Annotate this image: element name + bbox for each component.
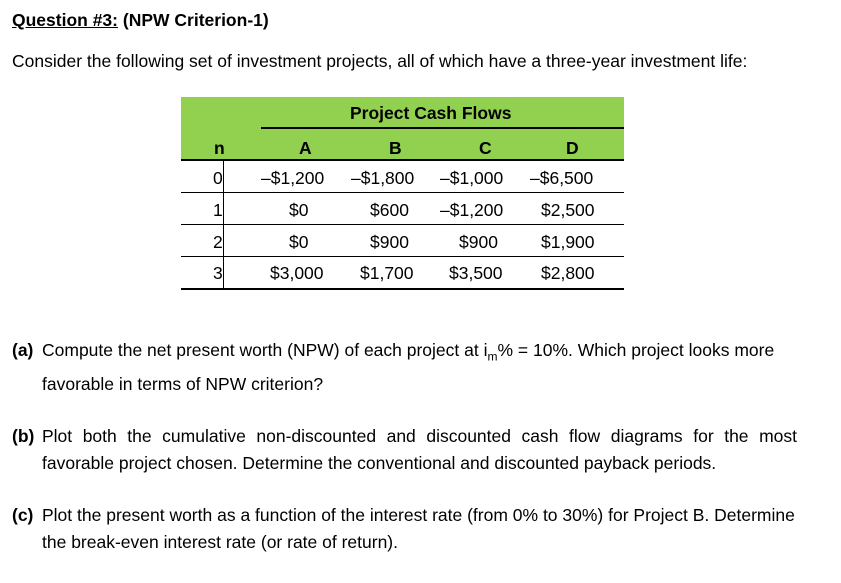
row0-a: –$1,200	[261, 168, 325, 188]
n-header: n	[214, 138, 225, 158]
question-number: Question #3:	[12, 10, 118, 30]
part-c-text: Plot the present worth as a function of …	[42, 504, 795, 552]
part-a-text-after: % = 10%. Which project looks more favora…	[42, 340, 775, 394]
row1-d: $2,500	[541, 200, 595, 220]
part-a-subscript: m	[487, 349, 498, 364]
question-parts: (a) Compute the net present worth (NPW) …	[12, 337, 797, 581]
intro-paragraph: Consider the following set of investment…	[12, 51, 748, 71]
row0-n: 0	[213, 168, 223, 188]
col-header-c: C	[479, 138, 492, 158]
table-bottom-rule	[181, 288, 624, 290]
header-bottom-rule	[181, 159, 624, 161]
n-column-rule	[223, 160, 224, 290]
part-b-text: Plot both the cumulative non-discounted …	[42, 425, 797, 473]
row0-b: –$1,800	[351, 168, 415, 188]
row1-b: $600	[370, 200, 409, 220]
row1-n: 1	[213, 200, 223, 220]
row2-b: $900	[370, 232, 409, 252]
row2-c: $900	[459, 232, 498, 252]
part-a-text-before: Compute the net present worth (NPW) of e…	[42, 340, 488, 360]
part-c-label: (c)	[12, 504, 34, 525]
part-a: (a) Compute the net present worth (NPW) …	[12, 337, 797, 398]
row-rule-1	[181, 192, 624, 193]
question-title: Question #3: (NPW Criterion-1)	[12, 10, 269, 31]
question-criterion: (NPW Criterion-1)	[122, 10, 269, 30]
row2-a: $0	[289, 232, 309, 252]
row3-a: $3,000	[270, 263, 324, 283]
row3-c: $3,500	[449, 263, 503, 283]
row3-d: $2,800	[541, 263, 595, 283]
part-a-label: (a)	[12, 340, 34, 360]
part-c: (c) Plot the present worth as a function…	[12, 502, 797, 556]
row2-n: 2	[213, 232, 223, 252]
group-header-rule	[261, 127, 624, 129]
col-header-b: B	[389, 138, 402, 158]
col-header-a: A	[299, 138, 312, 158]
row3-b: $1,700	[360, 263, 414, 283]
group-header: Project Cash Flows	[350, 103, 512, 123]
part-b-label: (b)	[12, 425, 35, 446]
row0-d: –$6,500	[530, 168, 594, 188]
col-header-d: D	[566, 138, 579, 158]
row-rule-3	[181, 256, 624, 257]
cash-flow-table: Project Cash Flows n A B C D 0 –$1,200 –…	[181, 97, 624, 290]
row2-d: $1,900	[541, 232, 595, 252]
part-b: (b) Plot both the cumulative non-discoun…	[12, 423, 797, 477]
row1-c: –$1,200	[440, 200, 504, 220]
row0-c: –$1,000	[440, 168, 504, 188]
row3-n: 3	[213, 263, 223, 283]
row-rule-2	[181, 224, 624, 225]
row1-a: $0	[289, 200, 309, 220]
